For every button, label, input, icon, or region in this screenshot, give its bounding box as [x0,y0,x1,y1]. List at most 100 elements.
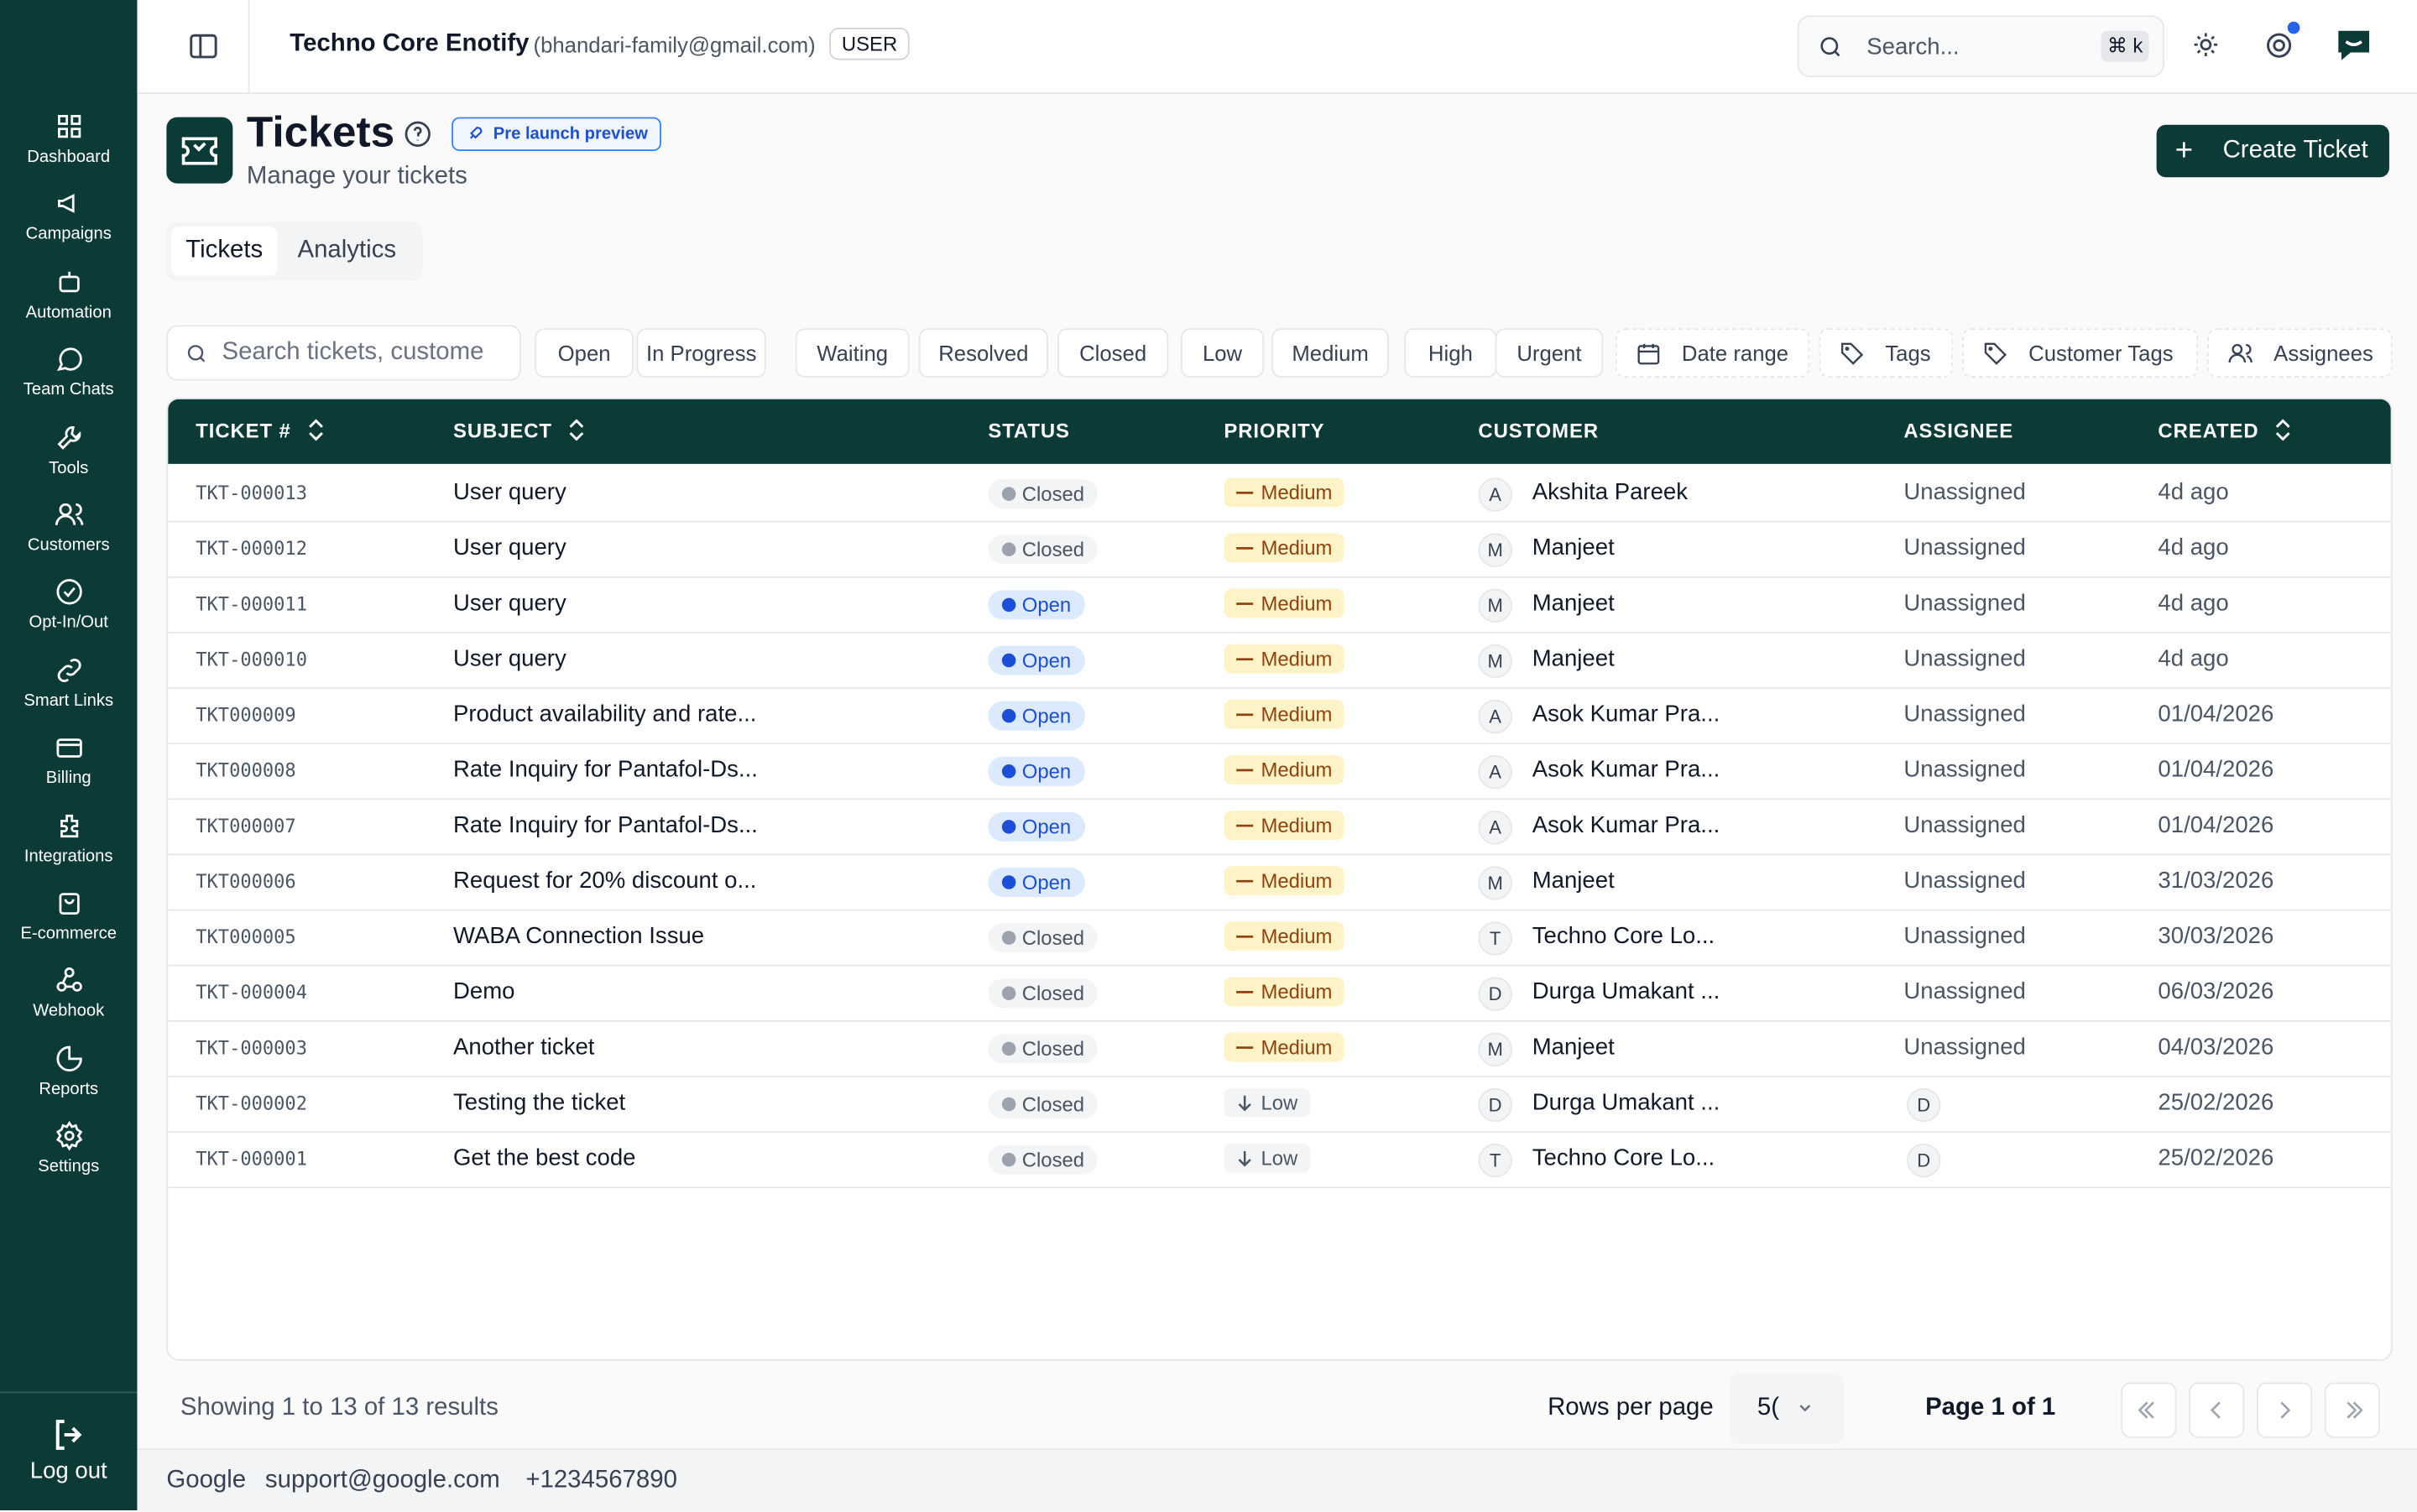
tab[interactable]: Analytics [297,237,397,264]
created: 4d ago [2158,645,2229,672]
filter-chip[interactable]: Urgent [1495,328,1604,378]
pagination-button[interactable] [2189,1382,2245,1438]
pagination-button[interactable] [2121,1382,2177,1438]
ticket-row[interactable]: TKT-000002 Testing the ticket Closed Low D Du… [168,1076,2391,1134]
page-indicator: Page 1 of 1 [1925,1395,2056,1421]
assignee: Unassigned [1903,1034,2026,1061]
nav-item[interactable]: Reports [0,1043,137,1098]
ticket-row[interactable]: TKT000005 WABA Connection Issue Closed Medi… [168,910,2391,967]
filter-button[interactable]: Tags [1819,328,1954,378]
nav-item[interactable]: Settings [0,1121,137,1176]
status: Closed [988,1144,1099,1175]
filter-button-label: Tags [1885,340,1931,366]
column-header: ASSIGNEE [1903,399,2013,464]
nav-item[interactable]: Tools [0,422,137,477]
ticket-row[interactable]: TKT-000012 User query Closed Medium M Manjeet… [168,521,2391,578]
filter-button[interactable]: Customer Tags [1962,328,2199,378]
nav-item[interactable]: Opt-In/Out [0,577,137,633]
ticket-row[interactable]: TKT-000011 User query Open Medium M Manjeet Un… [168,576,2391,633]
created: 4d ago [2158,479,2229,506]
customer-avatar: A [1478,699,1512,734]
priority: Medium [1224,1032,1345,1062]
customer-avatar: D [1478,1087,1512,1123]
filter-chip[interactable]: High [1404,328,1497,378]
logout-label: Log out [29,1457,107,1484]
pagination-button[interactable] [2324,1382,2380,1438]
priority: Medium [1224,811,1345,841]
nav-item[interactable]: Team Chats [0,344,137,399]
tickets-table: TICKET # SUBJECT STATUS PRIORITY CUSTOMER ASS… [166,397,2393,1361]
assignee: Unassigned [1903,923,2026,950]
ticket-row[interactable]: TKT-000013 User query Closed Medium A Akshita… [168,466,2391,523]
nav-item[interactable]: Billing [0,733,137,788]
filter-button[interactable]: Assignees [2207,328,2393,378]
nav-item[interactable]: Integrations [0,810,137,865]
preview-badge: Pre launch preview [452,117,662,152]
ticket-row[interactable]: TKT-000004 Demo Closed Medium D Durga Umakant… [168,965,2391,1022]
tab[interactable]: Tickets [170,227,278,276]
customer-name: Akshita Pareek [1532,479,1689,506]
ticket-row[interactable]: TKT000008 Rate Inquiry for Pantafol-Ds...… [168,743,2391,800]
nav-label: E-commerce [20,925,117,944]
filter-chip[interactable]: Low [1180,328,1265,378]
nav-item[interactable]: Automation [0,266,137,322]
ticket-row[interactable]: TKT-000010 User query Open Medium M Manjeet Un… [168,632,2391,690]
nav-item[interactable]: Smart Links [0,654,137,710]
ticket-row[interactable]: TKT-000003 Another ticket Closed Medium M Man… [168,1020,2391,1077]
nav-item[interactable]: Customers [0,499,137,555]
ticket-search[interactable]: Search tickets, custome [166,325,521,381]
ticket-id: TKT000009 [196,704,296,727]
ticket-id: TKT000006 [196,870,296,893]
global-search[interactable]: Search... ⌘ k [1797,15,2164,77]
create-ticket[interactable]: + Create Ticket [2156,124,2389,178]
theme-toggle[interactable] [2192,31,2220,59]
sidebar-toggle[interactable] [190,33,217,60]
logout[interactable]: Log out [0,1391,138,1512]
rows-per-page-select[interactable]: 5( [1729,1373,1844,1445]
customer-name: Manjeet [1532,645,1615,672]
filter-chip[interactable]: Closed [1057,328,1169,378]
page-title: Tickets [246,107,395,156]
filter-chip[interactable]: Resolved [918,328,1048,378]
ticket-row[interactable]: TKT000006 Request for 20% discount o... Op… [168,854,2391,911]
support-email: support@google.com [264,1467,500,1494]
nav-item[interactable]: E-commerce [0,888,137,943]
column-header[interactable]: CREATED [2158,399,2292,464]
customer-avatar: D [1478,977,1512,1011]
ticket-id: TKT-000004 [196,982,307,1004]
status: Open [988,701,1085,731]
nav-label: Dashboard [27,148,111,167]
ticket-row[interactable]: TKT-000001 Get the best code Closed Low T Tec… [168,1131,2391,1189]
nav-label: Smart Links [23,691,114,711]
chat-button[interactable] [2334,26,2374,63]
assignee-avatar: D [1907,1087,1941,1123]
column-header[interactable]: SUBJECT [453,399,586,464]
help-button[interactable] [2264,31,2294,60]
customer-name: Durga Umakant ... [1532,1089,1720,1116]
subject: Get the best code [453,1144,636,1171]
filter-chip[interactable]: In Progress [636,328,766,378]
assignee: Unassigned [1903,534,2026,561]
ticket-id: TKT000005 [196,925,296,948]
pagination-button[interactable] [2256,1382,2313,1438]
nav-item[interactable]: Dashboard [0,111,137,166]
subject: Rate Inquiry for Pantafol-Ds... [453,811,758,839]
filter-chip[interactable]: Open [535,328,634,378]
filter-chip[interactable]: Medium [1271,328,1389,378]
filter-chip[interactable]: Waiting [795,328,910,378]
ticket-row[interactable]: TKT000009 Product availability and rate..… [168,687,2391,745]
shortcut: ⌘ k [2101,30,2149,62]
filter-button[interactable]: Date range [1615,328,1810,378]
column-header[interactable]: TICKET # [196,399,325,464]
nav-item[interactable]: Webhook [0,966,137,1021]
status: Open [988,590,1085,620]
priority: Low [1224,1087,1310,1118]
column-title: TICKET # [196,419,291,443]
created: 25/02/2026 [2158,1089,2274,1116]
assignee: Unassigned [1903,590,2026,617]
subject: Request for 20% discount o... [453,868,757,894]
nav-item[interactable]: Campaigns [0,189,137,244]
priority: Medium [1224,588,1345,618]
ticket-row[interactable]: TKT000007 Rate Inquiry for Pantafol-Ds...… [168,798,2391,856]
tabs: Tickets Analytics [166,222,423,281]
